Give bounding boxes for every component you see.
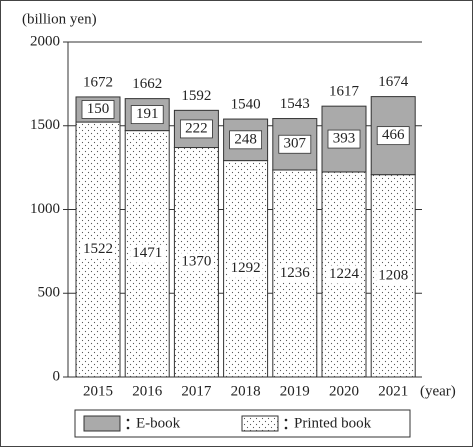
legend-colon [126,418,130,422]
data-label: 1292 [231,260,261,276]
data-label: 1208 [378,267,408,283]
legend-swatch [83,415,121,432]
y-tick-label: 2000 [30,33,60,49]
legend-label: Printed book [294,415,372,431]
legend [74,409,411,438]
x-tick-label: 2021 [378,383,408,399]
legend-swatch [241,415,279,432]
label-box [327,265,361,284]
data-label: 466 [382,127,405,143]
data-label: 150 [87,101,110,117]
x-tick-label: 2020 [329,383,359,399]
total-label: 1617 [329,84,360,100]
total-label: 1672 [83,74,113,90]
legend-colon [284,426,288,430]
label-box [327,129,361,149]
data-label: 1370 [181,254,211,270]
label-box [229,130,263,150]
x-tick-label: 2017 [181,383,212,399]
x-tick-label: 2016 [132,383,163,399]
y-tick-label: 0 [53,368,61,384]
label-box [179,253,214,272]
data-label: 1236 [280,265,311,281]
total-label: 1543 [280,96,310,112]
label-box [277,264,312,283]
x-tick-label: 2019 [280,383,310,399]
y-axis-label: (billion yen) [22,11,97,27]
data-label: 1471 [132,245,162,261]
label-box [179,119,213,139]
data-label: 393 [333,131,356,147]
data-label: 1224 [329,266,360,282]
y-tick-label: 1000 [30,201,60,217]
legend-colon [126,426,130,430]
legend-label: E-book [136,415,181,431]
total-label: 1592 [181,88,211,104]
label-box [278,134,312,154]
x-axis-label: (year) [420,383,456,399]
y-tick-label: 500 [38,285,61,301]
total-label: 1662 [132,76,162,92]
data-label: 248 [234,131,257,147]
label-box [228,259,263,278]
label-box [81,100,115,119]
label-box [130,244,165,263]
data-label: 307 [284,136,307,152]
y-tick-label: 1500 [30,117,60,133]
label-box [130,105,164,125]
label-box [81,240,115,259]
label-box [376,266,411,285]
data-label: 191 [136,106,159,122]
data-label: 222 [185,120,208,136]
label-box [376,126,410,146]
legend-colon [284,418,288,422]
data-label: 1522 [83,241,113,257]
total-label: 1674 [378,74,409,90]
x-tick-label: 2015 [83,383,113,399]
x-tick-label: 2018 [231,383,261,399]
total-label: 1540 [231,96,261,112]
